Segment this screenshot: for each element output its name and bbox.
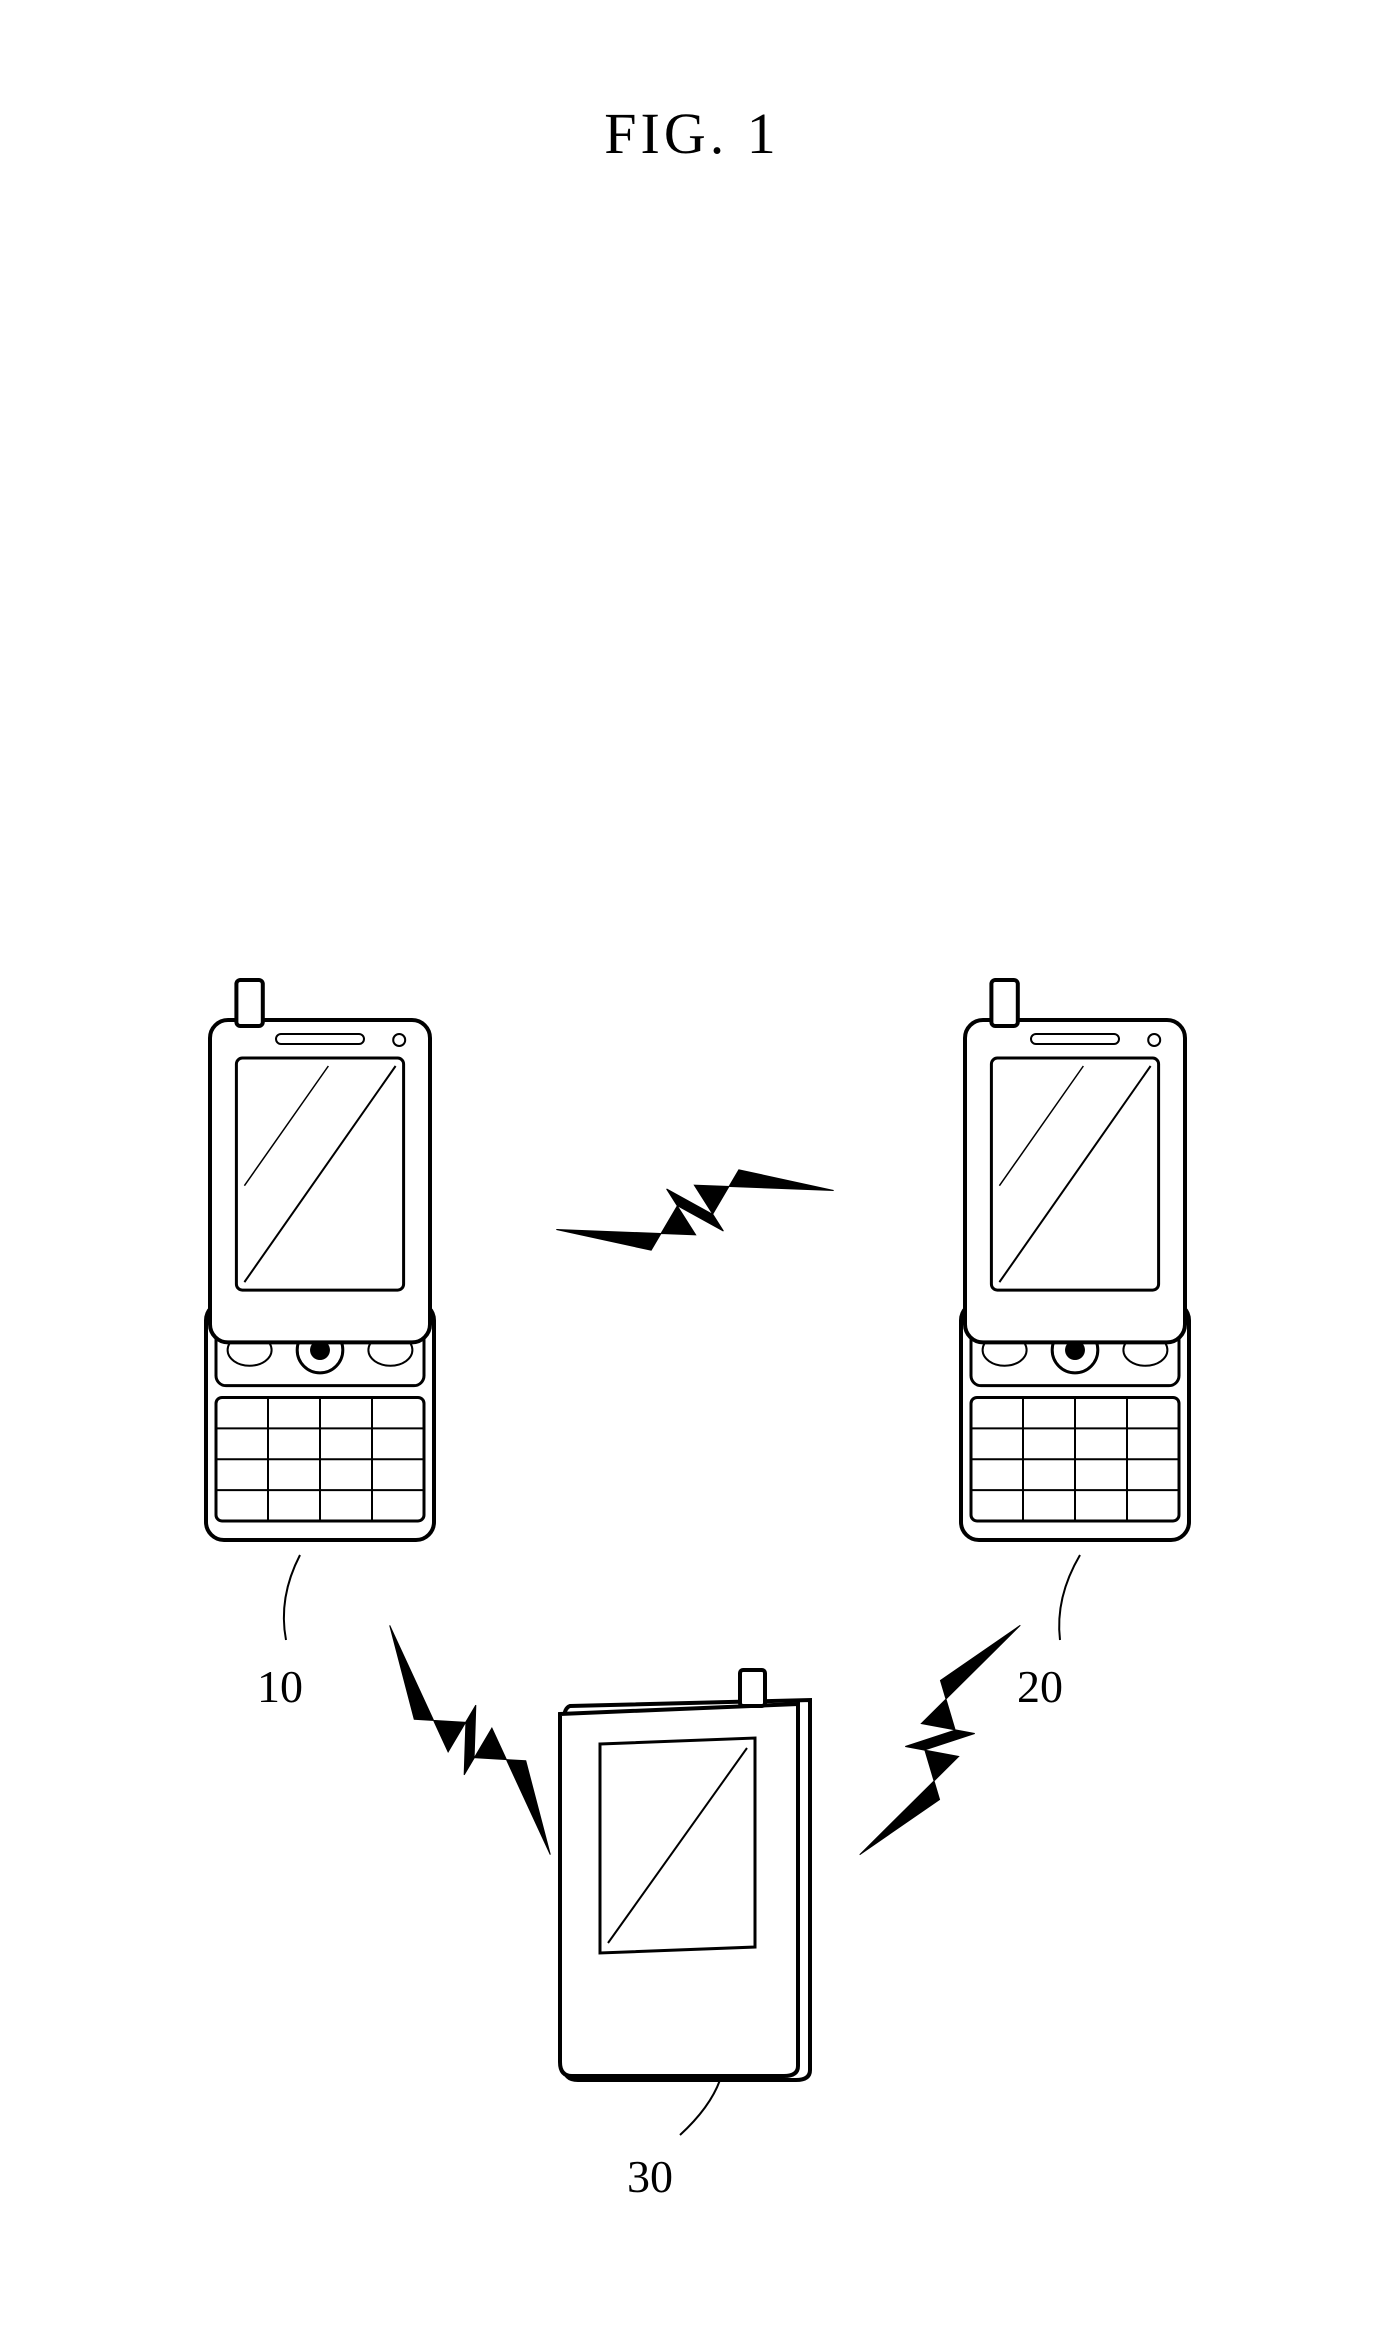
- wireless-link-0: [552, 1157, 839, 1263]
- wireless-link-1: [362, 1606, 578, 1874]
- device-phone-20: [961, 980, 1189, 1640]
- device-phone-10: [206, 980, 434, 1640]
- diagram-canvas: [0, 0, 1384, 2349]
- device-player-30: [560, 1670, 810, 2135]
- wireless-link-2: [832, 1606, 1048, 1874]
